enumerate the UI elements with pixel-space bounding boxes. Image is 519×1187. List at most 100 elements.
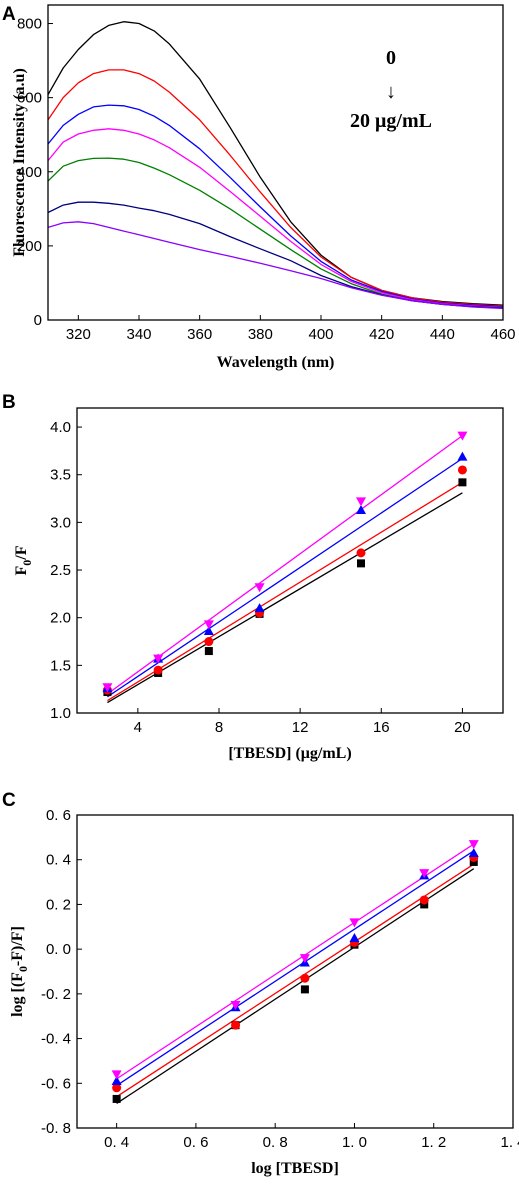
triangle-up-marker: [203, 626, 214, 636]
triangle-up-marker: [349, 932, 360, 942]
y-tick-label: 1.5: [50, 657, 71, 674]
circle-marker: [204, 637, 214, 647]
x-tick-label: 1. 4: [500, 1134, 519, 1151]
x-tick-label: 360: [187, 326, 212, 343]
fit-line: [107, 492, 463, 704]
fit-line: [116, 868, 475, 1104]
y-tick-label: 600: [17, 90, 42, 107]
data-group: [102, 431, 468, 704]
y-tick-label: 800: [17, 16, 42, 33]
triangle-down-marker: [111, 1070, 122, 1080]
triangle-down-marker: [153, 654, 164, 664]
y-tick-label: 4.0: [50, 419, 71, 436]
annotation-arrow: ↓: [386, 81, 396, 103]
y-tick-label: 3.0: [50, 514, 71, 531]
panel-c: C 0. 4 0. 6 0. 8 1. 0 1. 2 1. 4 -0. 8 -0. 6 -0. …: [2, 790, 519, 1177]
y-tick-label: 400: [17, 164, 42, 181]
x-axis-label: log [TBESD]: [251, 1160, 339, 1177]
x-tick-label: 420: [369, 326, 394, 343]
x-tick-label: 0. 6: [183, 1134, 208, 1151]
x-tick-label: 20: [454, 719, 471, 736]
fit-line: [107, 457, 463, 698]
triangle-down-marker: [230, 1001, 241, 1011]
square-marker: [357, 559, 365, 568]
y-tick-label: 0. 6: [46, 807, 71, 824]
triangle-up-marker: [468, 848, 479, 858]
circle-marker: [419, 895, 429, 905]
y-tick-label: 0. 2: [46, 896, 71, 913]
square-marker: [204, 647, 213, 656]
x-tick-label: 4: [134, 719, 142, 736]
panel-b: B 4 8 12 16 20 1.0 1.5 2.0 2.5 3.0 3.5 4.0 [TBESD] (…: [2, 392, 504, 762]
fit-line: [116, 843, 475, 1080]
spectrum-line: [48, 69, 503, 307]
y-tick-label: -0. 2: [41, 986, 71, 1003]
triangle-up-marker: [356, 504, 366, 514]
y-tick-label: 2.5: [50, 562, 71, 579]
triangle-up-marker: [111, 1076, 122, 1086]
square-marker: [112, 1094, 121, 1103]
triangle-down-marker: [468, 840, 479, 850]
circle-marker: [112, 1083, 122, 1093]
x-tick-label: 400: [308, 326, 333, 343]
panel-label-c: C: [2, 790, 16, 811]
triangle-down-marker: [203, 620, 214, 630]
plot-frame: [76, 814, 514, 1129]
x-tick-label: 440: [430, 326, 455, 343]
y-tick-label: 0. 0: [46, 941, 71, 958]
plot-frame: [47, 4, 504, 321]
fit-line: [116, 850, 475, 1087]
annotation-start: 0: [386, 47, 396, 69]
y-tick-label: 2.0: [50, 610, 71, 627]
x-tick-label: 460: [490, 326, 515, 343]
triangle-down-marker: [356, 497, 366, 507]
y-tick-label: 200: [17, 238, 42, 255]
y-tick-label: -0. 4: [41, 1031, 71, 1048]
y-tick-label: -0. 8: [41, 1120, 71, 1137]
spectrum-line: [48, 221, 503, 310]
x-tick-label: 0. 8: [263, 1134, 288, 1151]
x-tick-label: 340: [126, 326, 151, 343]
data-group: [111, 840, 479, 1104]
x-tick-label: 0. 4: [104, 1134, 129, 1151]
triangle-up-marker: [457, 451, 468, 461]
triangle-down-marker: [349, 918, 360, 928]
panel-label-b: B: [2, 392, 16, 413]
x-axis-label: [TBESD] (μg/mL): [228, 745, 351, 762]
curve-group: [48, 21, 503, 310]
x-axis-label: Wavelength (nm): [217, 354, 335, 371]
x-tick-label: 380: [248, 326, 273, 343]
spectrum-line: [48, 201, 503, 309]
circle-marker: [231, 1020, 241, 1030]
panel-a: A 320 340 360 380 400 420 440 460 0 200 400 600 800 W…: [2, 4, 516, 371]
spectrum-line: [48, 128, 503, 309]
circle-marker: [153, 665, 163, 675]
panel-label-a: A: [2, 4, 16, 25]
fit-line: [107, 435, 463, 695]
fit-line: [107, 481, 463, 702]
circle-marker: [300, 973, 310, 983]
y-tick-label: 0. 4: [46, 852, 71, 869]
spectrum-line: [48, 21, 503, 306]
triangle-up-marker: [254, 603, 265, 613]
fit-line: [116, 863, 475, 1098]
triangle-down-marker: [102, 683, 113, 693]
y-tick-label: 3.5: [50, 467, 71, 484]
square-marker: [300, 985, 309, 994]
y-axis-label: Fluorescence Intensity (a.u): [11, 68, 28, 257]
y-tick-label: 1.0: [50, 705, 71, 722]
triangle-down-marker: [457, 431, 468, 441]
circle-marker: [356, 548, 366, 558]
y-tick-label: 0: [34, 312, 42, 329]
circle-marker: [457, 465, 467, 475]
y-tick-label: -0. 6: [41, 1075, 71, 1092]
x-tick-label: 12: [292, 719, 309, 736]
x-tick-label: 320: [66, 326, 91, 343]
y-axis-label: F0/F: [13, 545, 34, 575]
annotation-end: 20 μg/mL: [350, 110, 432, 132]
triangle-down-marker: [299, 954, 310, 964]
plot-frame: [76, 407, 504, 714]
x-tick-label: 16: [373, 719, 390, 736]
triangle-down-marker: [254, 583, 265, 593]
